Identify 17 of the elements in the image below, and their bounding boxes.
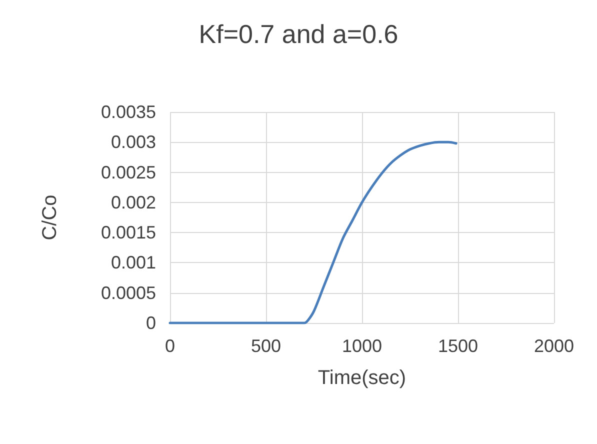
y-tick-label: 0.0035: [100, 102, 156, 122]
x-tick-label: 0: [164, 336, 176, 356]
x-axis-title: Time(sec): [318, 367, 406, 389]
x-tick-label: 1500: [438, 336, 478, 356]
y-axis-title: C/Co: [39, 194, 61, 240]
y-tick-label: 0.003: [110, 132, 156, 152]
y-tick-label: 0.0025: [100, 162, 156, 182]
x-tick-label: 2000: [534, 336, 574, 356]
y-tick-label: 0.001: [110, 252, 156, 273]
y-tick-label: 0.002: [110, 192, 156, 212]
x-tick-label: 500: [250, 336, 282, 356]
y-tick-label: 0.0005: [100, 282, 156, 303]
line-series: [168, 140, 458, 324]
y-tick-label: 0.0015: [100, 222, 156, 243]
y-tick-label: 0: [146, 313, 156, 333]
chart-title: Kf=0.7 and a=0.6: [198, 19, 398, 49]
x-tick-label: 1000: [342, 336, 382, 356]
